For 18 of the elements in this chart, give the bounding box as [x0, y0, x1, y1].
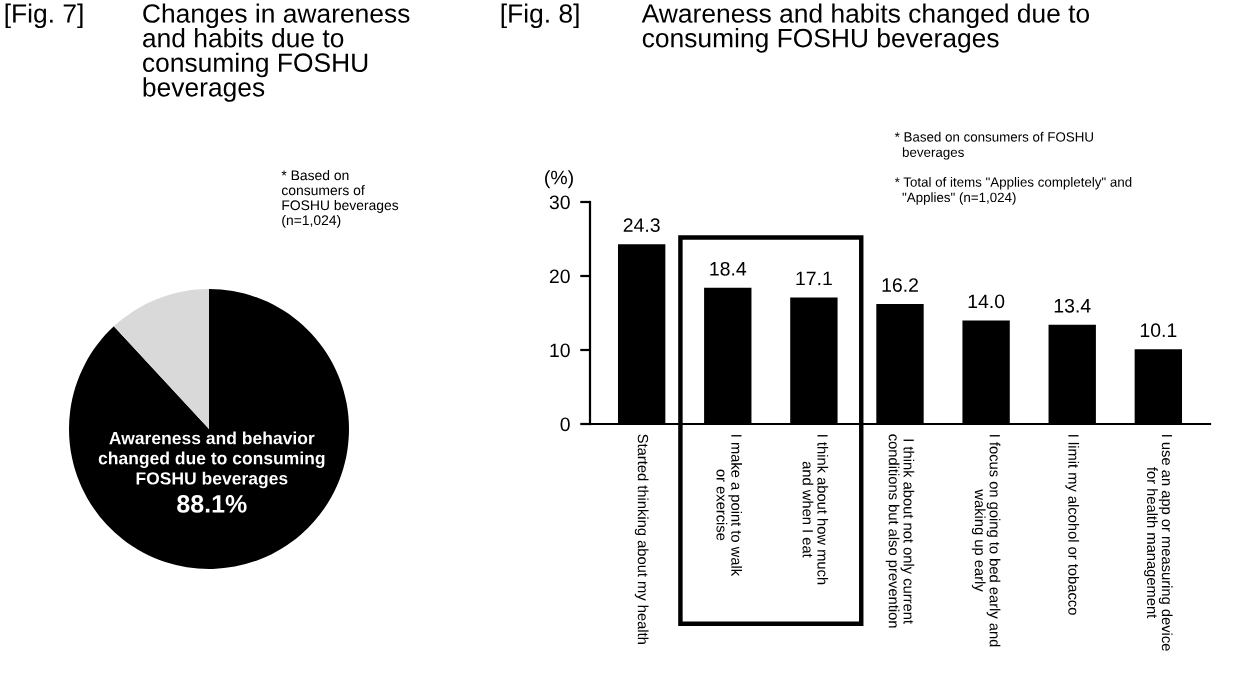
y-tick-label: 30 — [549, 195, 570, 210]
data-label: 10.1 — [1140, 323, 1177, 338]
y-axis-title: (%) — [545, 170, 573, 189]
chart-title: [Fig. 7] Changes in awareness and habits due to consuming FOSHU beverages — [5, 3, 410, 102]
y-tick-label: 20 — [549, 269, 570, 284]
data-label: 18.4 — [710, 261, 747, 276]
slice-label: Awareness and behavior changed due to consuming FOSHU beverages — [98, 431, 325, 489]
data-label: 24.3 — [623, 218, 660, 232]
data-label: 16.2 — [882, 278, 918, 292]
chart-title: [Fig. 8] Awareness and habits changed due to consuming FOSHU beverages — [501, 3, 1090, 53]
pie-slice — [69, 289, 349, 569]
data-label: 14.0 — [968, 294, 1005, 309]
y-tick-label: 0 — [560, 417, 570, 432]
pie-slice — [113, 289, 209, 429]
y-tick-label: 10 — [550, 343, 570, 358]
data-label: 13.4 — [1054, 298, 1091, 313]
data-label: 88.1% — [177, 495, 247, 513]
data-label: 17.1 — [796, 271, 832, 286]
